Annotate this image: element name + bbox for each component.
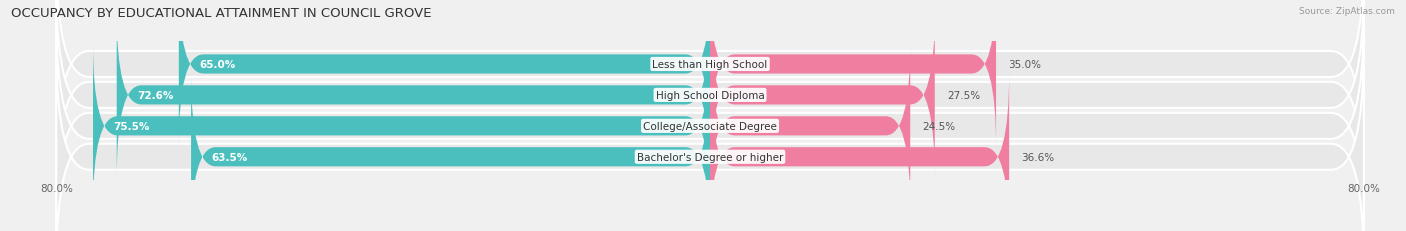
Text: Less than High School: Less than High School bbox=[652, 60, 768, 70]
FancyBboxPatch shape bbox=[56, 47, 1364, 231]
Text: 75.5%: 75.5% bbox=[114, 121, 150, 131]
Text: 27.5%: 27.5% bbox=[948, 91, 980, 100]
FancyBboxPatch shape bbox=[710, 43, 910, 209]
FancyBboxPatch shape bbox=[117, 13, 710, 178]
Text: High School Diploma: High School Diploma bbox=[655, 91, 765, 100]
FancyBboxPatch shape bbox=[56, 0, 1364, 206]
Text: OCCUPANCY BY EDUCATIONAL ATTAINMENT IN COUNCIL GROVE: OCCUPANCY BY EDUCATIONAL ATTAINMENT IN C… bbox=[11, 7, 432, 20]
Text: 36.6%: 36.6% bbox=[1021, 152, 1054, 162]
Text: 24.5%: 24.5% bbox=[922, 121, 956, 131]
FancyBboxPatch shape bbox=[710, 13, 935, 178]
Text: 72.6%: 72.6% bbox=[138, 91, 173, 100]
Text: Source: ZipAtlas.com: Source: ZipAtlas.com bbox=[1299, 7, 1395, 16]
Text: 63.5%: 63.5% bbox=[211, 152, 247, 162]
Text: Bachelor's Degree or higher: Bachelor's Degree or higher bbox=[637, 152, 783, 162]
Text: 65.0%: 65.0% bbox=[200, 60, 236, 70]
FancyBboxPatch shape bbox=[93, 43, 710, 209]
FancyBboxPatch shape bbox=[56, 16, 1364, 231]
Text: College/Associate Degree: College/Associate Degree bbox=[643, 121, 778, 131]
FancyBboxPatch shape bbox=[710, 74, 1010, 231]
FancyBboxPatch shape bbox=[56, 0, 1364, 175]
FancyBboxPatch shape bbox=[710, 0, 995, 148]
FancyBboxPatch shape bbox=[191, 74, 710, 231]
Text: 35.0%: 35.0% bbox=[1008, 60, 1042, 70]
FancyBboxPatch shape bbox=[179, 0, 710, 148]
